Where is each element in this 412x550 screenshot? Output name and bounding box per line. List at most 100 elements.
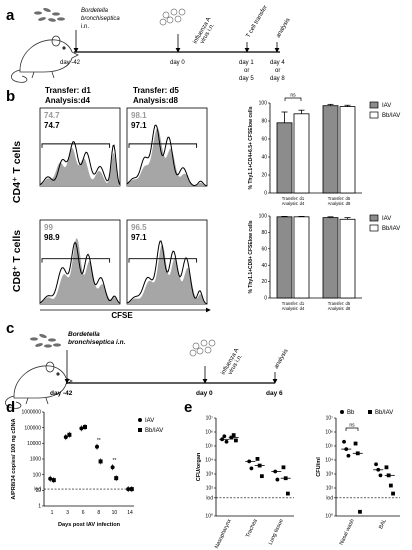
y-axis-label: CFU/organ [196,452,202,481]
y-tick-label: 10⁵ [325,444,333,450]
x-tick-label: 1 [51,510,54,516]
legend-marker-bbiav [138,428,142,432]
histogram-bbiav-line [39,241,121,304]
pct-bbiav: 97.1 [131,121,147,130]
histogram-iav-fill [40,147,120,186]
histogram-iav-fill [127,244,207,304]
point-bbiav [259,474,264,479]
category-label: Transfer: d1 Analysis: d4 [282,301,305,311]
y-tick-label: 10000 [27,441,41,447]
x-tick-label: 3 [66,510,69,516]
y-tick-label: 60 [261,246,267,252]
y-tick-label: lod [326,495,333,501]
point-bbiav [114,476,119,481]
a-day-0: day 0 [170,60,185,66]
y-tick-label: 10² [326,486,334,492]
a-day-8: day 8 [270,76,285,82]
legend-label: IAV [382,216,391,222]
y-tick-label: lod [206,495,213,501]
histogram-bbiav-line [39,141,121,186]
category-label: Transfer: d5 Analysis: d8 [328,301,351,311]
b-col2-title-2: Analysis:d8 [133,96,178,105]
a-transfer-label: T cell transfer [246,5,269,39]
point-bbiav [67,432,72,437]
pct-bbiav: 98.9 [44,233,60,242]
y-tick-label: 0 [264,296,267,302]
y-tick-label: 10³ [206,472,214,478]
bar-bbiav [293,113,310,194]
y-axis-label: % Thy1.1+CD8+ CFSElow cells [248,220,254,293]
y-tick-label: 10⁰ [205,514,213,520]
point-bb [374,462,378,467]
y-tick-label: 100 [33,472,42,478]
y-tick-label: 60 [261,137,267,143]
pct-bbiav: 74.7 [44,121,60,130]
virus-icon [159,8,186,26]
point-bbiav [129,487,134,492]
e-organ-chart: 10⁰ lod 10² 10³ 10⁴ 10⁵ 10⁶ 10⁷ CFU/organ Nasopha… [196,416,294,550]
point-bb [342,439,346,444]
c-day-6: day 6 [266,390,283,397]
point-bbiav [51,478,56,483]
b-x-label: CFSE [111,311,133,320]
a-or-2: or [275,68,280,74]
point-bbiav [233,438,238,443]
bar-bbiav [339,106,356,194]
point-bbiav [231,433,236,438]
point-bb [346,453,351,458]
histogram-iav-fill [127,128,207,186]
a-day-4: day 4 [270,60,285,66]
x-tick-label: 14 [127,510,133,516]
y-tick-label: 1000 [30,457,41,463]
c-mouse-icon [5,361,73,409]
point-iav [79,426,84,431]
y-tick-label: 100 [259,214,268,220]
panel-e-label: e [184,399,192,416]
point-iav [126,487,131,492]
gate-bracket [41,258,111,263]
point-iav [110,465,115,470]
y-tick-label: 10⁵ [205,444,213,450]
b-col1-title-1: Transfer: d1 [45,86,91,95]
point-bbiav [255,456,260,461]
c-virus-icon [189,339,216,357]
legend-marker-bb [340,410,344,414]
y-tick-label: 10⁷ [206,416,214,422]
point-bb [378,473,383,478]
pct-iav: 74.7 [44,111,60,120]
a-day-m42: day -42 [60,60,81,66]
y-tick-label: 80 [261,230,267,236]
point-bb [224,439,229,444]
c-day-0: day 0 [196,390,213,397]
b-col2-title-1: Transfer: d5 [133,86,179,95]
bacteria-icon [34,7,65,22]
c-bacteria-label-1: Bordetella [68,331,100,338]
pct-iav: 98.1 [131,111,147,120]
point-bbiav [353,441,358,446]
y-tick-label: 40 [261,155,267,161]
point-bb [275,477,280,482]
x-category-label: Trachea [245,518,259,538]
point-bbiav [98,459,103,464]
y-tick-label: 100 [259,101,268,107]
legend-swatch [369,224,379,232]
point-bbiav [391,491,395,496]
y-tick-label: 10⁶ [325,430,333,436]
bar-iav [322,217,339,299]
x-category-label: Nasal wash [339,518,356,546]
y-tick-label: 1000000 [22,410,42,416]
gate-bracket [41,143,111,148]
y-tick-label: 10 [35,488,41,494]
histogram-bbiav-line [126,124,208,187]
ns-bracket [345,427,359,431]
legend-label: IAV [382,103,391,109]
x-tick-label: 10 [112,510,118,516]
c-bacteria-label-2: bronchiseptica i.n. [68,339,126,346]
y-tick-label: 0 [264,191,267,197]
ns-bracket [284,97,302,101]
point-bbiav [358,509,362,514]
y-tick-label: 80 [261,119,267,125]
histogram-iav-fill [40,238,120,304]
